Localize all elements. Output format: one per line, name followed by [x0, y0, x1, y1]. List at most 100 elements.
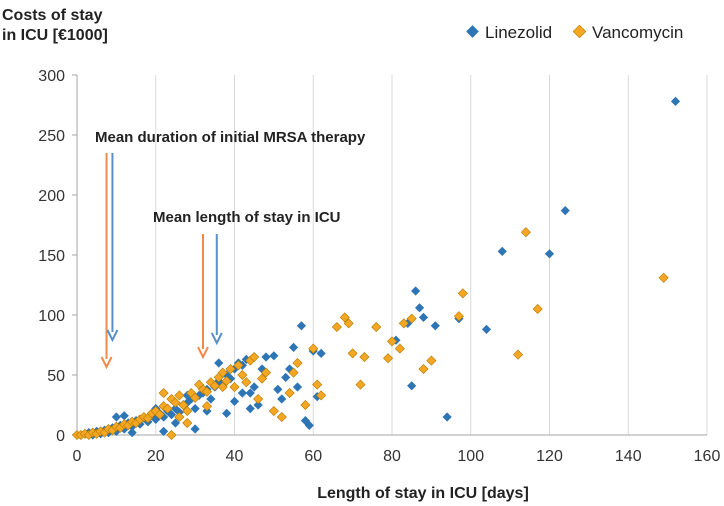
- point-linezolid-62: [119, 411, 129, 421]
- point-linezolid-48: [269, 351, 279, 361]
- point-linezolid-23: [166, 410, 177, 420]
- point-vancomycin-53: [292, 357, 303, 369]
- point-linezolid-27: [182, 398, 192, 408]
- x-tick-label-160: 160: [694, 448, 721, 465]
- point-vancomycin-63: [359, 351, 370, 363]
- arrow-head-1-linezolid: [210, 332, 223, 346]
- point-linezolid-81: [442, 412, 452, 422]
- point-vancomycin-37: [217, 367, 228, 378]
- x-tick-label-60: 60: [304, 448, 322, 465]
- point-linezolid-86: [544, 249, 555, 259]
- point-linezolid-47: [261, 352, 271, 362]
- point-vancomycin-52: [288, 367, 299, 378]
- point-linezolid-38: [225, 374, 236, 384]
- point-vancomycin-55: [308, 343, 319, 354]
- point-vancomycin-33: [201, 386, 212, 397]
- point-vancomycin-83: [217, 381, 228, 393]
- point-vancomycin-74: [512, 349, 524, 360]
- point-vancomycin-42: [237, 369, 248, 381]
- point-vancomycin-75: [520, 227, 531, 238]
- y-axis-title-line-2: in ICU [€1000]: [2, 27, 108, 44]
- y-axis-title-line-1: Costs of stay: [2, 7, 103, 24]
- point-linezolid-49: [273, 384, 283, 394]
- point-linezolid-44: [249, 382, 259, 392]
- point-vancomycin-26: [174, 390, 185, 401]
- point-vancomycin-48: [260, 367, 272, 378]
- point-linezolid-71: [222, 408, 232, 418]
- point-vancomycin-23: [162, 403, 173, 414]
- point-vancomycin-47: [257, 373, 268, 384]
- point-vancomycin-65: [383, 353, 394, 364]
- point-vancomycin-81: [182, 417, 193, 429]
- point-vancomycin-70: [418, 363, 429, 375]
- point-linezolid-24: [170, 404, 181, 414]
- point-vancomycin-43: [241, 377, 252, 388]
- arrow-head-0-vancomycin: [100, 356, 113, 370]
- point-vancomycin-46: [253, 393, 264, 405]
- point-linezolid-57: [304, 420, 314, 430]
- legend-label-vancomycin: Vancomycin: [592, 23, 683, 42]
- point-linezolid-50: [277, 394, 287, 404]
- annotation-icu-stay: Mean length of stay in ICU: [153, 209, 341, 226]
- point-linezolid-53: [288, 342, 299, 352]
- point-vancomycin-28: [182, 405, 193, 417]
- annotation-arrows: [100, 153, 223, 370]
- point-vancomycin-30: [190, 392, 201, 403]
- point-linezolid-66: [170, 418, 181, 428]
- point-vancomycin-78: [166, 429, 177, 441]
- point-vancomycin-40: [229, 381, 240, 393]
- point-vancomycin-50: [276, 411, 287, 423]
- x-tick-label-20: 20: [147, 448, 165, 465]
- arrow-head-0-linezolid: [106, 329, 119, 343]
- point-linezolid-80: [430, 321, 440, 331]
- x-tick-label-120: 120: [536, 448, 563, 465]
- y-tick-labels: 0 50 100 150 200 250 300: [38, 68, 65, 445]
- point-vancomycin-45: [249, 351, 260, 363]
- point-linezolid-72: [229, 396, 240, 406]
- legend-marker-vancomycin: [572, 24, 587, 39]
- y-tick-label-0: 0: [56, 428, 65, 445]
- point-linezolid-51: [281, 372, 291, 382]
- point-linezolid-33: [206, 394, 216, 404]
- y-tick-label-300: 300: [38, 68, 65, 85]
- point-vancomycin-49: [268, 405, 279, 417]
- point-vancomycin-25: [170, 397, 181, 408]
- point-vancomycin-60: [343, 318, 354, 329]
- legend-label-linezolid: Linezolid: [485, 23, 552, 42]
- point-linezolid-77: [414, 303, 425, 313]
- point-vancomycin-58: [331, 321, 342, 333]
- point-vancomycin-67: [394, 343, 405, 354]
- legend-marker-linezolid: [466, 25, 479, 38]
- point-linezolid-73: [237, 388, 247, 398]
- y-tick-label-100: 100: [38, 308, 65, 325]
- point-vancomycin-69: [406, 313, 417, 324]
- arrow-head-1-vancomycin: [197, 346, 209, 360]
- point-vancomycin-59: [339, 312, 350, 323]
- point-vancomycin-76: [532, 303, 543, 315]
- point-vancomycin-54: [300, 399, 311, 411]
- point-linezolid-30: [194, 390, 204, 400]
- y-tick-label-250: 250: [38, 128, 65, 145]
- point-linezolid-85: [497, 246, 507, 256]
- point-linezolid-78: [418, 312, 429, 322]
- legend: Linezolid Vancomycin: [466, 23, 683, 42]
- point-vancomycin-39: [225, 363, 236, 375]
- point-vancomycin-68: [398, 318, 409, 329]
- x-axis-title: Length of stay in ICU [days]: [317, 485, 529, 502]
- x-tick-label-40: 40: [226, 448, 244, 465]
- point-vancomycin-61: [347, 348, 358, 359]
- point-linezolid-61: [111, 412, 121, 422]
- x-tick-label-0: 0: [73, 448, 82, 465]
- point-linezolid-74: [245, 404, 255, 414]
- point-vancomycin-51: [284, 387, 295, 399]
- point-vancomycin-21: [154, 409, 165, 420]
- axes: [72, 74, 707, 436]
- point-linezolid-19: [151, 414, 161, 424]
- point-vancomycin-80: [174, 411, 185, 423]
- point-linezolid-45: [253, 400, 263, 410]
- x-tick-label-80: 80: [383, 448, 401, 465]
- point-vancomycin-66: [386, 336, 398, 347]
- x-tick-label-140: 140: [615, 448, 642, 465]
